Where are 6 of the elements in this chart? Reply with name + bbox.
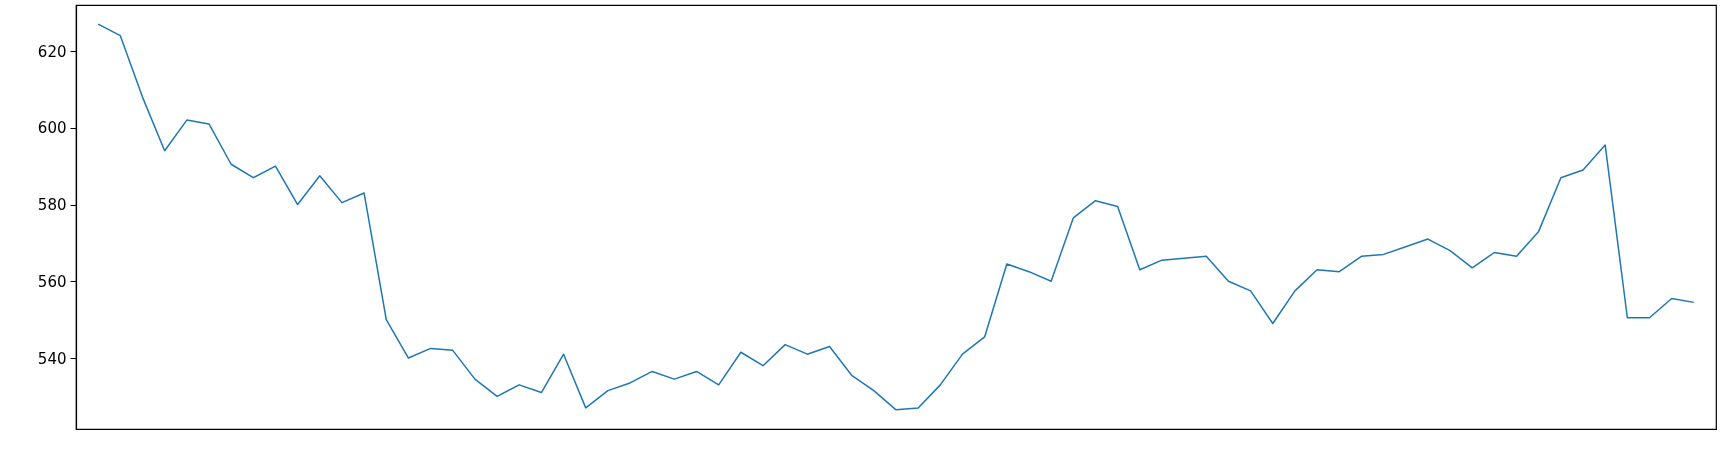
y-tick-label: 580 xyxy=(37,196,67,215)
y-tick-label: 600 xyxy=(37,119,67,138)
y-tick-label: 560 xyxy=(37,272,67,291)
y-tick-label: 620 xyxy=(37,42,67,61)
y-tick-label: 540 xyxy=(37,349,67,368)
line-series xyxy=(97,23,1695,411)
